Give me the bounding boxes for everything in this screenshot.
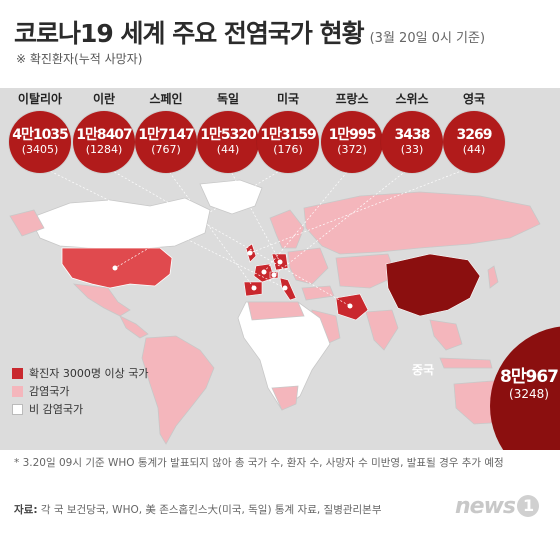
leader-lines — [39, 165, 475, 307]
legend-swatch-infected — [12, 385, 23, 397]
legend-label: 비 감염국가 — [29, 403, 84, 416]
news1-logo: news 1 — [455, 494, 540, 519]
footnote: * 3.20일 09시 기준 WHO 통계가 발표되지 않아 총 국가 수, 환… — [14, 457, 504, 469]
world-map-svg — [9, 165, 541, 445]
china-stats: 8만967 (3248) — [494, 362, 560, 401]
country-cases: 1만7147 — [138, 127, 195, 143]
country-central-america — [119, 315, 149, 339]
china-label: 중국 — [412, 363, 435, 377]
china-cases: 8만967 — [500, 367, 559, 387]
country-cases: 4만1035 — [12, 127, 69, 143]
country-deaths: (3405) — [21, 143, 59, 156]
legend-swatch-over-3000 — [12, 367, 23, 379]
country-name: 영국 — [462, 92, 486, 106]
china-deaths: (3248) — [509, 387, 549, 401]
country-deaths: (372) — [337, 143, 367, 156]
country-deaths: (44) — [462, 143, 486, 156]
country-south-africa — [271, 385, 299, 411]
country-canada — [29, 197, 211, 251]
country-uk: 영국 3269 (44) — [442, 90, 506, 173]
country-name: 프랑스 — [335, 92, 369, 106]
country-france: 프랑스 1만995 (372) — [320, 90, 384, 173]
page-title: 코로나19 세계 주요 전염국가 현황 (3월 20일 0시 기준) — [14, 19, 486, 48]
news1-logo-mark: 1 — [517, 495, 540, 517]
country-bubble: 1만5320 (44) — [197, 111, 259, 173]
country-central-asia — [335, 253, 397, 289]
country-bubble: 1만7147 (767) — [135, 111, 197, 173]
country-switzerland: 스위스 3438 (33) — [380, 90, 444, 173]
legend-label: 감염국가 — [29, 385, 70, 398]
country-cases: 1만8407 — [76, 127, 133, 143]
date-note: (3월 20일 0시 기준) — [369, 31, 486, 46]
country-germany: 독일 1만5320 (44) — [196, 90, 260, 173]
country-india — [365, 309, 399, 351]
country-italy: 이탈리아 4만1035 (3405) — [8, 90, 72, 173]
country-deaths: (1284) — [85, 143, 123, 156]
source-text: 각 국 보건당국, WHO, 美 존스홉킨스大(미국, 독일) 통계 자료, 질… — [40, 504, 382, 516]
country-bubble: 3269 (44) — [443, 111, 505, 173]
country-deaths: (33) — [400, 143, 424, 156]
country-cases: 1만5320 — [200, 127, 257, 143]
country-scandinavia — [269, 209, 305, 249]
legend-item: 비 감염국가 — [12, 400, 148, 418]
country-deaths: (44) — [216, 143, 240, 156]
country-south-america — [141, 335, 215, 445]
country-bubble: 1만995 (372) — [321, 111, 383, 173]
header: 코로나19 세계 주요 전염국가 현황 (3월 20일 0시 기준) ※ 확진환자… — [0, 0, 560, 88]
source-label: 자료: — [14, 504, 38, 516]
country-indonesia — [439, 357, 493, 369]
country-usa: 미국 1만3159 (176) — [256, 90, 320, 173]
legend: 확진자 3000명 이상 국가 감염국가 비 감염국가 — [12, 364, 148, 418]
legend-swatch-not-infected — [12, 403, 23, 415]
country-china — [385, 253, 481, 317]
country-name: 이탈리아 — [17, 92, 63, 106]
country-eastern-europe — [287, 247, 329, 285]
country-bubble: 4만1035 (3405) — [9, 111, 71, 173]
country-cases: 3438 — [394, 127, 431, 143]
country-spain: 스페인 1만7147 (767) — [134, 90, 198, 173]
source: 자료: 각 국 보건당국, WHO, 美 존스홉킨스大(미국, 독일) 통계 자… — [14, 502, 382, 517]
country-iran: 이란 1만8407 (1284) — [72, 90, 136, 173]
country-bubble: 3438 (33) — [381, 111, 443, 173]
country-se-asia — [429, 319, 463, 351]
country-name: 미국 — [276, 92, 300, 106]
country-name: 스페인 — [149, 92, 183, 106]
country-name: 이란 — [92, 92, 116, 106]
country-cases: 1만995 — [328, 127, 377, 143]
country-cases: 3269 — [456, 127, 493, 143]
legend-item: 확진자 3000명 이상 국가 — [12, 364, 148, 382]
legend-label: 확진자 3000명 이상 국가 — [29, 367, 149, 380]
country-russia — [303, 191, 541, 255]
location-dots — [112, 250, 353, 309]
country-mexico — [72, 283, 131, 317]
country-bubble: 1만3159 (176) — [257, 111, 319, 173]
country-alaska — [9, 209, 45, 237]
country-name: 스위스 — [395, 92, 429, 106]
legend-item: 감염국가 — [12, 382, 148, 400]
country-cases: 1만3159 — [260, 127, 317, 143]
country-greenland — [199, 179, 263, 215]
country-bubble: 1만8407 (1284) — [73, 111, 135, 173]
country-japan — [487, 265, 499, 289]
country-italy — [279, 277, 297, 301]
country-deaths: (176) — [273, 143, 303, 156]
country-deaths: (767) — [151, 143, 181, 156]
country-north-africa — [247, 301, 305, 321]
country-name: 독일 — [216, 92, 240, 106]
country-turkey — [301, 285, 335, 301]
subtitle: ※ 확진환자(누적 사망자) — [16, 52, 143, 66]
